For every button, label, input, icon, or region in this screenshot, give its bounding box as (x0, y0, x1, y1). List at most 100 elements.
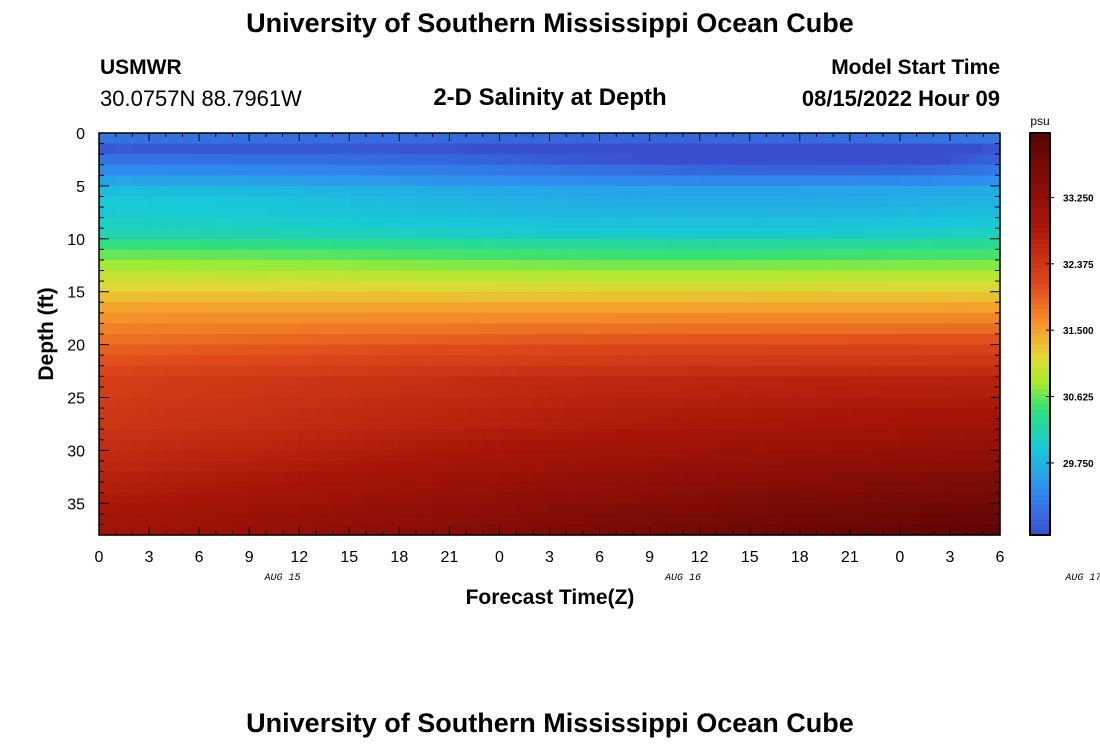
heatmap-cell (432, 175, 450, 187)
heatmap-cell (666, 164, 684, 176)
heatmap-cell (733, 291, 751, 303)
heatmap-cell (149, 418, 167, 430)
heatmap-cell (132, 238, 150, 250)
heatmap-cell (149, 302, 167, 314)
heatmap-cell (766, 164, 784, 176)
heatmap-cell (666, 503, 684, 515)
heatmap-cell (499, 154, 517, 166)
heatmap-cell (582, 450, 601, 462)
colorbar-segment (1030, 313, 1050, 320)
heatmap-cell (232, 228, 250, 240)
heatmap-cell (282, 259, 300, 272)
heatmap-cell (933, 386, 951, 399)
heatmap-cell (299, 418, 317, 430)
heatmap-cell (365, 196, 384, 208)
heatmap-cell (966, 238, 984, 250)
heatmap-cell (649, 302, 667, 314)
heatmap-cell (332, 302, 350, 314)
heatmap-cell (332, 503, 350, 515)
heatmap-cell (699, 185, 717, 198)
heatmap-cell (566, 365, 584, 377)
heatmap-cell (149, 133, 167, 145)
heatmap-cell (766, 207, 784, 219)
heatmap-cell (983, 207, 1001, 219)
heatmap-cell (866, 270, 884, 282)
heatmap-cell (215, 524, 234, 536)
heatmap-cell (582, 270, 601, 282)
heatmap-cell (416, 376, 434, 388)
heatmap-cell (315, 228, 334, 240)
heatmap-cell (949, 154, 968, 166)
y-axis-label: Depth (ft) (35, 287, 58, 380)
heatmap-cell (282, 429, 300, 441)
heatmap-cell (716, 196, 734, 208)
heatmap-cell (816, 133, 834, 145)
heatmap-cell (99, 355, 117, 367)
heatmap-cell (466, 460, 484, 473)
heatmap-cell (933, 503, 951, 515)
heatmap-cell (532, 503, 551, 515)
heatmap-cell (566, 386, 584, 399)
heatmap-cell (182, 439, 200, 451)
heatmap-cell (215, 492, 234, 504)
colorbar-segment (1030, 303, 1050, 310)
colorbar-segment (1030, 369, 1050, 375)
heatmap-cell (749, 238, 768, 250)
heatmap-cell (332, 323, 350, 335)
heatmap-cell (933, 302, 951, 314)
heatmap-cell (699, 302, 717, 314)
heatmap-cell (215, 323, 234, 335)
heatmap-cell (733, 185, 751, 198)
heatmap-cell (432, 143, 450, 155)
heatmap-cell (249, 312, 267, 325)
heatmap-cell (649, 386, 667, 399)
heatmap-cell (816, 418, 834, 430)
heatmap-cell (482, 217, 501, 229)
heatmap-cell (249, 418, 267, 430)
heatmap-cell (666, 418, 684, 430)
heatmap-cell (349, 196, 367, 208)
heatmap-cell (449, 376, 467, 388)
heatmap-cell (332, 344, 350, 356)
heatmap-cell (516, 238, 534, 250)
heatmap-cell (966, 418, 984, 430)
heatmap-cell (232, 355, 250, 367)
heatmap-cell (699, 281, 717, 293)
heatmap-cell (716, 365, 734, 377)
heatmap-cell (149, 355, 167, 367)
heatmap-cell (966, 164, 984, 176)
heatmap-cell (149, 482, 167, 494)
heatmap-cell (332, 334, 350, 346)
heatmap-cell (916, 386, 934, 399)
colorbar-segment (1030, 489, 1050, 496)
heatmap-cell (916, 323, 934, 335)
heatmap-cell (716, 323, 734, 335)
heatmap-cell (399, 408, 417, 420)
heatmap-cell (466, 281, 484, 293)
heatmap-cell (299, 344, 317, 356)
heatmap-cell (549, 460, 567, 473)
heatmap-cell (933, 482, 951, 494)
heatmap-cell (182, 175, 200, 187)
colorbar-segment (1030, 183, 1050, 189)
heatmap-cell (632, 207, 651, 219)
heatmap-cell (816, 408, 834, 420)
heatmap-cell (966, 439, 984, 451)
heatmap-cell (115, 133, 133, 145)
heatmap-cell (265, 164, 284, 176)
heatmap-cell (99, 238, 117, 250)
heatmap-cell (916, 450, 934, 462)
heatmap-cell (215, 196, 234, 208)
x-tick-label: 18 (390, 549, 408, 566)
heatmap-cell (432, 482, 450, 494)
heatmap-cell (199, 312, 217, 325)
heatmap-cell (399, 249, 417, 261)
heatmap-cell (199, 418, 217, 430)
heatmap-cell (499, 259, 517, 272)
heatmap-cell (682, 270, 701, 282)
heatmap-cell (416, 185, 434, 198)
heatmap-cell (699, 429, 717, 441)
colorbar-segment (1030, 193, 1050, 199)
heatmap-cell (365, 259, 384, 272)
